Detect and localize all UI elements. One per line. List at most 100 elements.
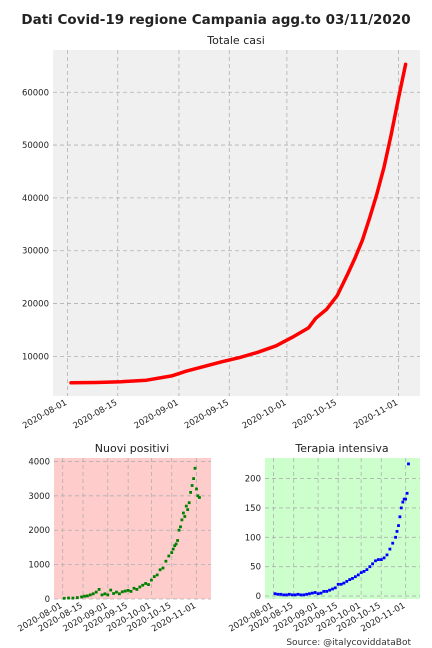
data-point <box>190 484 194 487</box>
data-point <box>173 544 177 548</box>
data-point <box>273 592 277 596</box>
data-point <box>391 541 395 545</box>
data-point <box>404 497 407 501</box>
data-point <box>395 530 399 533</box>
data-point <box>359 571 363 574</box>
data-point <box>123 589 127 593</box>
data-point <box>319 591 323 595</box>
data-point <box>71 596 75 600</box>
data-point <box>80 595 83 599</box>
data-point <box>67 596 70 600</box>
data-point <box>196 494 200 498</box>
y-tick-label: 0 <box>45 595 50 605</box>
chart-nuovi-positivi: 2020-08-012020-08-152020-09-012020-09-15… <box>16 442 211 634</box>
x-tick-label: 2020-08-15 <box>71 398 119 431</box>
data-point <box>167 554 171 558</box>
y-tick-label: 3000 <box>28 492 50 502</box>
data-point <box>365 568 369 571</box>
data-point <box>288 592 291 596</box>
chart-title: Terapia intensiva <box>294 442 388 455</box>
series-line-totale-casi <box>69 62 408 385</box>
data-point <box>407 462 410 466</box>
data-point <box>193 466 197 470</box>
data-point <box>299 593 303 597</box>
data-point <box>100 593 104 597</box>
data-point <box>138 585 142 589</box>
data-point <box>88 593 92 597</box>
data-point <box>118 592 121 596</box>
data-point <box>331 587 334 591</box>
data-point <box>186 508 190 511</box>
y-tick-label: 100 <box>245 533 261 543</box>
data-point <box>109 588 113 592</box>
data-point <box>322 590 326 593</box>
data-point <box>115 590 118 594</box>
data-point <box>316 592 320 596</box>
plot-area <box>53 50 420 396</box>
data-point <box>184 504 188 508</box>
data-point <box>179 525 182 529</box>
data-point <box>351 577 354 580</box>
data-point <box>402 497 406 501</box>
data-point <box>112 592 115 595</box>
data-point <box>62 596 66 600</box>
data-point <box>192 477 195 480</box>
y-tick-label: 20000 <box>22 300 49 310</box>
data-point <box>293 593 297 597</box>
y-tick-label: 0 <box>256 592 261 602</box>
figure-title: Dati Covid-19 regione Campania agg.to 03… <box>21 12 410 28</box>
data-point <box>187 501 191 505</box>
data-marks <box>273 462 410 597</box>
y-tick-label: 50 <box>250 563 261 573</box>
y-tick-label: 30000 <box>22 247 49 257</box>
data-point <box>325 590 329 593</box>
data-point <box>120 590 124 594</box>
data-point <box>282 593 286 597</box>
data-point <box>377 558 380 561</box>
data-point <box>388 547 392 551</box>
y-tick-label: 1000 <box>28 561 50 571</box>
data-point <box>132 586 136 590</box>
source-credit: Source: @italycoviddataBot <box>286 638 411 648</box>
y-tick-label: 10000 <box>22 352 49 362</box>
data-point <box>106 593 110 597</box>
data-point <box>198 496 201 499</box>
data-point <box>180 518 184 522</box>
chart-title: Nuovi positivi <box>95 442 169 455</box>
data-point <box>177 528 181 532</box>
data-marks <box>62 466 201 600</box>
y-tick-label: 2000 <box>28 526 50 536</box>
data-point <box>374 559 377 563</box>
data-point <box>97 588 101 591</box>
data-point <box>354 575 357 579</box>
data-point <box>161 566 165 570</box>
y-tick-label: 50000 <box>22 141 49 151</box>
chart-terapia-intensiva: 2020-08-012020-08-152020-09-012020-09-15… <box>227 442 420 634</box>
data-point <box>379 558 383 561</box>
data-point <box>94 590 98 594</box>
data-point <box>368 565 372 569</box>
data-point <box>183 515 187 518</box>
data-point <box>399 506 403 510</box>
data-point <box>345 580 349 583</box>
data-point <box>135 588 139 591</box>
y-tick-label: 40000 <box>22 194 49 204</box>
data-point <box>195 487 198 491</box>
chart-title: Totale casi <box>206 34 265 47</box>
data-point <box>313 591 317 594</box>
data-point <box>302 593 306 597</box>
x-tick-label: 2020-09-01 <box>133 398 181 431</box>
data-point <box>158 568 162 572</box>
data-point <box>276 592 280 596</box>
data-point <box>305 592 308 596</box>
data-point <box>394 535 397 539</box>
data-point <box>371 562 374 566</box>
data-point <box>152 575 156 578</box>
data-point <box>126 589 130 592</box>
data-point <box>296 592 300 596</box>
y-tick-label: 200 <box>245 475 261 485</box>
data-point <box>144 582 147 585</box>
data-point <box>308 592 311 596</box>
data-point <box>86 594 89 598</box>
data-point <box>103 592 107 596</box>
